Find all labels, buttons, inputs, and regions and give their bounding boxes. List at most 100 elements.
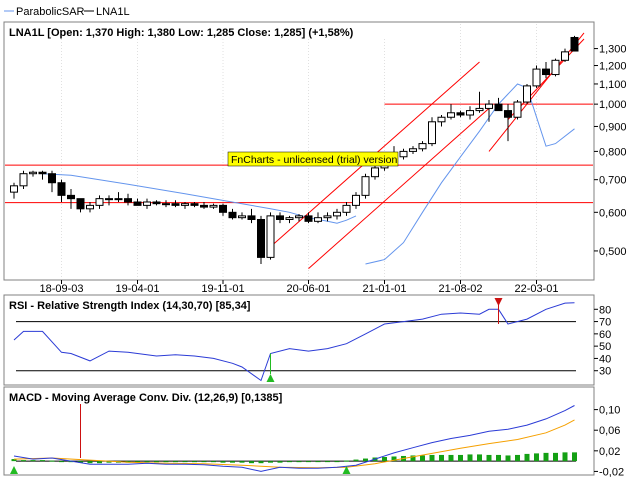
candle	[86, 201, 94, 213]
candle	[371, 165, 379, 180]
macd-histogram-bar	[515, 454, 520, 462]
macd-histogram-bar	[467, 454, 473, 462]
candle-body-up	[513, 101, 522, 118]
price-x-tick-label: 21-08-02	[438, 283, 482, 295]
price-panel-title: LNA1L [Open: 1,370 High: 1,380 Low: 1,28…	[9, 27, 354, 39]
price-y-tick-label: 0,700	[599, 175, 627, 187]
macd-histogram-bar	[382, 457, 387, 462]
price-y-tick-label: 1,100	[599, 79, 627, 91]
rsi-y-tick-label: 80	[599, 304, 611, 316]
candle-body-up	[86, 204, 94, 210]
candle	[228, 208, 237, 220]
macd-histogram-bar	[78, 461, 83, 463]
macd-histogram-bar	[505, 455, 511, 462]
macd-y-axis: 0,10 0,06 0,02 -0,02	[594, 405, 624, 478]
candle	[162, 200, 170, 208]
rsi-panel	[13, 298, 576, 382]
macd-histogram-bar	[410, 455, 416, 462]
macd-histogram-bar	[420, 455, 425, 462]
price-x-tick-label: 18-09-03	[39, 283, 83, 295]
macd-histogram-bar	[277, 461, 283, 463]
candle	[143, 198, 151, 209]
macd-histogram-bar	[249, 461, 254, 464]
candle	[523, 83, 531, 105]
candle	[399, 148, 408, 160]
watermark-box	[227, 151, 399, 167]
candle	[361, 173, 370, 199]
macd-histogram-bar	[391, 456, 397, 462]
price-y-tick-label: 0,800	[599, 146, 627, 158]
candle	[561, 48, 569, 63]
price-x-tick-label: 20-06-01	[286, 283, 330, 295]
candle-body-up	[19, 173, 28, 187]
candle	[551, 58, 560, 77]
candle-body-up	[333, 211, 341, 217]
candle	[209, 203, 218, 209]
macd-histogram-bar	[315, 461, 321, 463]
macd-histogram-bar	[154, 461, 159, 463]
candle	[333, 208, 341, 220]
parabolic-sar-line	[365, 83, 575, 265]
macd-histogram-bar	[201, 461, 207, 463]
rsi-y-tick-label: 50	[599, 341, 611, 353]
price-y-tick-label: 1,200	[599, 61, 627, 73]
candle	[190, 201, 199, 208]
tab-lna1l[interactable]: LNA1L	[96, 6, 130, 18]
macd-histogram-bar	[344, 460, 349, 462]
price-panel-frame	[3, 21, 595, 281]
candle-body-down	[171, 203, 180, 206]
macd-y-tick-label: 0,06	[599, 425, 620, 437]
price-x-tick-label: 19-04-01	[115, 283, 159, 295]
candle-body-up	[323, 215, 332, 219]
macd-histogram-bar	[429, 454, 435, 462]
price-y-tick-label: 1,000	[599, 99, 627, 111]
candle	[57, 179, 66, 202]
macd-y-tick-label: -0,02	[599, 466, 624, 478]
candle-body-down	[504, 110, 512, 118]
macd-histogram-bar	[163, 461, 169, 463]
macd-histogram-bar	[334, 461, 340, 463]
macd-histogram-bar	[268, 461, 273, 463]
candle	[19, 170, 28, 189]
candle	[238, 212, 246, 220]
candle	[504, 104, 512, 142]
macd-histogram-bar	[296, 461, 302, 463]
macd-histogram-bar	[524, 453, 530, 462]
macd-panel-title: MACD - Moving Average Conv. Div. (12,26,…	[9, 392, 283, 404]
candle-body-up	[409, 148, 417, 152]
tab-parabolic-sar[interactable]: ParabolicSAR	[16, 6, 85, 18]
candle	[276, 212, 284, 224]
candle-body-up	[437, 116, 446, 123]
candle	[447, 104, 455, 120]
macd-histogram-bar	[534, 453, 539, 462]
candle-body-down	[190, 203, 199, 206]
candle	[485, 99, 493, 122]
candle-body-up	[447, 112, 455, 118]
candle	[428, 117, 436, 147]
price-y-tick-label: 0,600	[599, 207, 627, 219]
candle-body-down	[133, 201, 142, 206]
candle-body-down	[494, 103, 503, 112]
candle-body-down	[247, 215, 256, 220]
price-x-tick-label: 19-11-01	[201, 283, 244, 295]
macd-panel	[10, 390, 577, 474]
candle-body-up	[162, 203, 170, 206]
rsi-y-tick-label: 40	[599, 353, 611, 365]
candle	[352, 192, 360, 209]
candle	[266, 212, 275, 260]
rsi-y-tick-label: 30	[599, 366, 611, 378]
candle-body-down	[57, 182, 66, 196]
candle-body-up	[209, 204, 218, 208]
macd-histogram-bar	[562, 452, 568, 462]
candle-body-up	[314, 217, 322, 222]
candle	[219, 203, 227, 216]
candle-body-up	[105, 198, 113, 201]
candle	[181, 201, 189, 209]
macd-buy-arrow	[10, 466, 18, 474]
rsi-buy-arrow	[266, 374, 275, 382]
price-y-tick-label: 0,500	[599, 246, 627, 258]
candle	[200, 201, 208, 209]
candle-body-up	[29, 171, 37, 175]
candle-body-up	[561, 51, 569, 61]
candle	[76, 198, 85, 213]
